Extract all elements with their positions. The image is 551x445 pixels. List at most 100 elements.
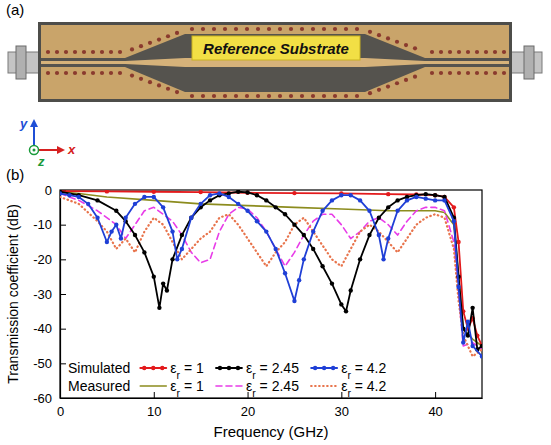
via	[64, 50, 68, 54]
via	[201, 27, 205, 31]
tick-label: -60	[33, 391, 52, 406]
via	[139, 44, 143, 48]
via	[73, 71, 77, 75]
series-marker	[292, 222, 296, 226]
legend-marker	[227, 366, 231, 370]
series-marker	[170, 229, 174, 233]
tick-mark	[60, 259, 66, 260]
tick: -10	[33, 217, 66, 232]
series-marker	[95, 216, 99, 220]
via	[413, 75, 417, 79]
series-marker	[114, 222, 118, 226]
plot-area	[60, 190, 482, 359]
series-line	[60, 192, 482, 350]
tick-mark	[60, 329, 66, 330]
via	[395, 81, 399, 85]
legend: SimulatedMeasuredεr = 1εr = 2.45εr = 4.2…	[68, 360, 387, 399]
via	[175, 31, 179, 35]
series-line	[60, 191, 482, 346]
panel-label: (a)	[6, 1, 24, 18]
tick-mark	[60, 294, 66, 295]
series-marker	[470, 344, 474, 348]
ground-plane	[41, 25, 509, 99]
via	[201, 94, 205, 98]
series-marker	[152, 274, 156, 278]
series-marker	[208, 193, 212, 197]
series-marker	[161, 281, 165, 285]
chart: 010203040-60-50-40-30-20-100SimulatedMea…	[33, 183, 484, 420]
coordinate-axes: yxz	[19, 116, 76, 169]
via	[466, 50, 470, 54]
x-axis-title: Frequency (GHz)	[213, 423, 328, 440]
connector-nut	[524, 46, 534, 79]
y-axis: -60-50-40-30-20-100	[33, 183, 66, 406]
tick: -30	[33, 287, 66, 302]
via	[430, 50, 434, 54]
via	[344, 27, 348, 31]
series-marker	[311, 247, 315, 251]
via	[448, 71, 452, 75]
series-marker	[245, 191, 249, 195]
via	[439, 50, 443, 54]
legend-swatch	[216, 385, 242, 387]
series-marker	[142, 195, 146, 199]
x-arrowhead	[57, 146, 65, 154]
series-marker	[227, 195, 231, 199]
series-marker	[358, 198, 362, 202]
tick-label: -50	[33, 356, 52, 371]
legend-marker	[160, 366, 164, 370]
via	[386, 36, 390, 40]
tick: 10	[147, 392, 161, 419]
via	[322, 94, 326, 98]
via	[175, 90, 179, 94]
via	[355, 94, 359, 98]
series-marker	[77, 195, 81, 199]
series-marker	[339, 302, 343, 306]
tick: -50	[33, 356, 66, 371]
axis-letter: y	[19, 116, 28, 131]
via	[377, 33, 381, 37]
via	[493, 50, 497, 54]
legend-marker	[236, 366, 240, 370]
series-marker	[109, 229, 113, 233]
series-marker	[105, 240, 109, 244]
series-marker	[456, 240, 460, 244]
series-marker	[292, 299, 296, 303]
series-marker	[456, 285, 460, 289]
legend-marker	[218, 366, 222, 370]
connector-nut	[16, 46, 26, 79]
via	[212, 94, 216, 98]
legend-marker	[322, 366, 326, 370]
series-marker	[452, 219, 456, 223]
series-marker	[466, 320, 470, 324]
series-marker	[152, 195, 156, 199]
series-marker	[175, 257, 179, 261]
via	[118, 50, 122, 54]
legend-label: εr = 1	[170, 378, 204, 399]
series-marker	[349, 288, 353, 292]
via	[139, 77, 143, 81]
tick: -40	[33, 321, 66, 336]
series-marker	[349, 193, 353, 197]
via	[386, 84, 390, 88]
tick-label: 10	[147, 404, 161, 419]
via	[484, 71, 488, 75]
tick-label: -10	[33, 217, 52, 232]
substrate-label: Reference Substrate	[203, 40, 349, 57]
photo: Reference Substrate	[8, 22, 542, 102]
series-marker	[255, 193, 259, 197]
panel-label: (b)	[6, 166, 24, 183]
series-marker	[405, 198, 409, 202]
via	[439, 71, 443, 75]
legend-label: εr = 2.45	[246, 378, 299, 399]
series-marker	[480, 354, 482, 358]
series-marker	[377, 233, 381, 237]
series-marker	[311, 229, 315, 233]
series-marker	[189, 216, 193, 220]
tick-label: 40	[428, 404, 442, 419]
series-marker	[433, 193, 437, 197]
legend-marker	[313, 366, 317, 370]
via	[475, 71, 479, 75]
legend-marker	[151, 366, 155, 370]
via	[234, 27, 238, 31]
